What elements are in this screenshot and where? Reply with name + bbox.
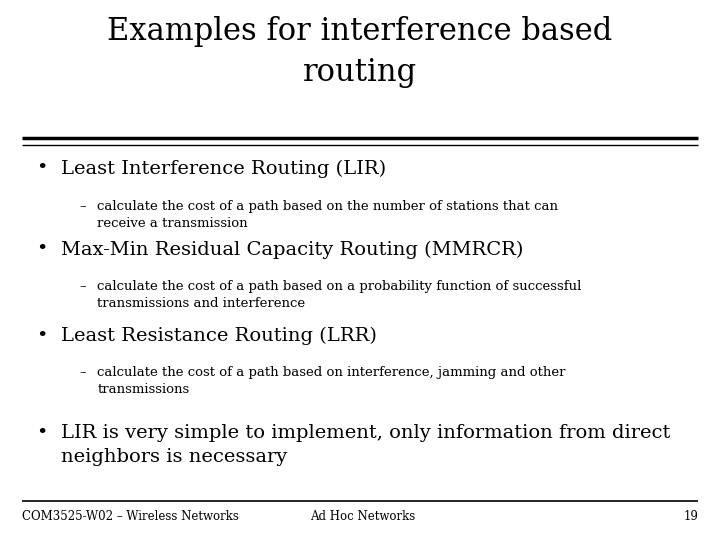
Text: Ad Hoc Networks: Ad Hoc Networks <box>310 510 415 523</box>
Text: Least Resistance Routing (LRR): Least Resistance Routing (LRR) <box>61 327 377 345</box>
Text: •: • <box>36 159 48 177</box>
Text: 19: 19 <box>683 510 698 523</box>
Text: •: • <box>36 240 48 258</box>
Text: calculate the cost of a path based on interference, jamming and other
transmissi: calculate the cost of a path based on in… <box>97 366 566 396</box>
Text: calculate the cost of a path based on a probability function of successful
trans: calculate the cost of a path based on a … <box>97 280 582 310</box>
Text: –: – <box>79 366 86 379</box>
Text: –: – <box>79 280 86 293</box>
Text: –: – <box>79 200 86 213</box>
Text: Examples for interference based
routing: Examples for interference based routing <box>107 16 613 88</box>
Text: •: • <box>36 424 48 442</box>
Text: Least Interference Routing (LIR): Least Interference Routing (LIR) <box>61 159 387 178</box>
Text: LIR is very simple to implement, only information from direct
neighbors is neces: LIR is very simple to implement, only in… <box>61 424 670 465</box>
Text: •: • <box>36 327 48 345</box>
Text: calculate the cost of a path based on the number of stations that can
receive a : calculate the cost of a path based on th… <box>97 200 558 230</box>
Text: COM3525-W02 – Wireless Networks: COM3525-W02 – Wireless Networks <box>22 510 238 523</box>
Text: Max-Min Residual Capacity Routing (MMRCR): Max-Min Residual Capacity Routing (MMRCR… <box>61 240 523 259</box>
